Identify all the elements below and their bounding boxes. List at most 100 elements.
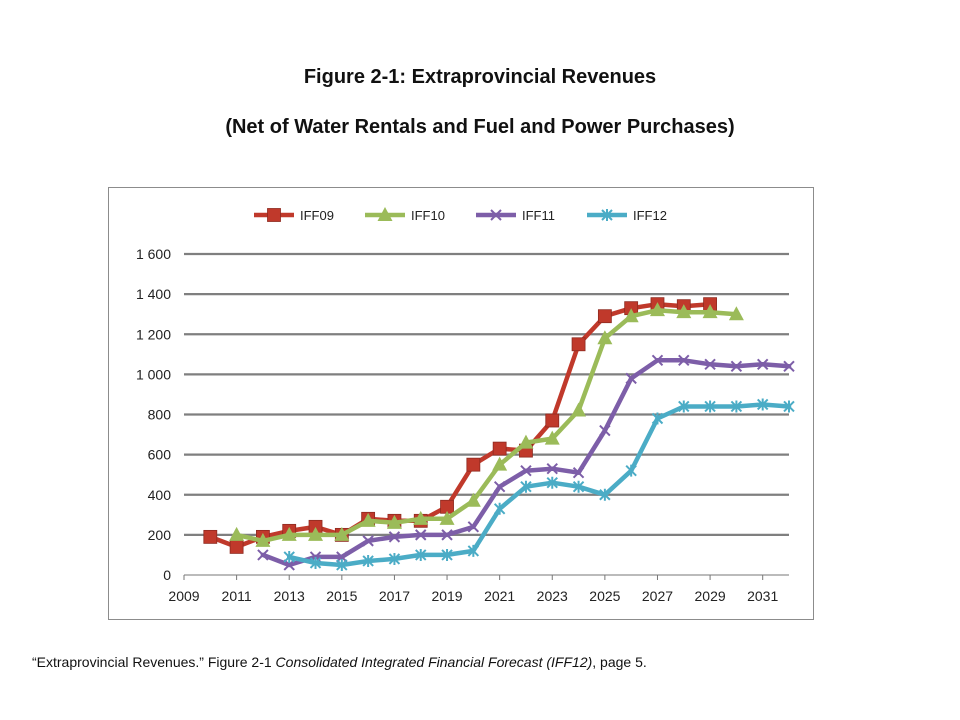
x-tick-label: 2027 (642, 588, 673, 604)
chart-area: 0 200 400 600 800 1 000 1 200 1 400 1 600 2009 201… (108, 187, 814, 620)
data-point-iff10 (492, 456, 508, 471)
data-point-iff10 (386, 514, 402, 529)
data-point-iff10 (544, 430, 560, 445)
x-tick-label: 2015 (326, 588, 357, 604)
x-tick-label: 2009 (168, 588, 199, 604)
data-point-iff09 (203, 529, 218, 544)
data-point-iff12 (599, 488, 611, 501)
figure-title: Figure 2-1: Extraprovincial Revenues (303, 66, 657, 88)
data-point-iff11 (704, 358, 716, 371)
data-point-iff10 (360, 512, 376, 527)
data-point-iff12 (362, 554, 374, 567)
data-point-iff11 (599, 424, 611, 437)
data-point-iff09 (466, 457, 481, 472)
data-point-iff10 (465, 492, 481, 507)
data-point-iff10 (229, 526, 245, 541)
data-point-iff12 (546, 476, 558, 489)
x-tick-label: 2013 (274, 588, 305, 604)
data-point-iff11 (467, 521, 480, 533)
data-point-iff11 (415, 529, 427, 541)
data-point-iff12 (283, 550, 295, 563)
x-tick-label: 2019 (431, 588, 462, 604)
y-tick-label: 1 000 (136, 366, 171, 382)
legend-marker-iff12 (601, 209, 613, 221)
data-point-iff12 (678, 400, 690, 413)
caption-text: “Extraprovincial Revenues.” Figure 2-1 (32, 654, 276, 670)
data-point-iff10 (623, 308, 639, 323)
data-point-iff09 (597, 309, 612, 324)
data-point-iff12 (704, 400, 716, 413)
data-point-iff12 (756, 398, 769, 411)
data-point-iff12 (441, 548, 453, 561)
data-point-iff11 (546, 462, 558, 475)
x-tick-label: 2025 (589, 588, 620, 604)
data-point-iff12 (467, 544, 480, 557)
data-point-iff11 (730, 360, 743, 373)
series-line-iff12 (286, 402, 792, 568)
data-point-iff12 (336, 558, 348, 571)
data-point-iff11 (362, 535, 374, 547)
data-point-iff12 (651, 412, 664, 425)
data-point-iff10 (597, 330, 613, 345)
data-point-iff10 (676, 304, 692, 319)
data-point-iff11 (678, 354, 690, 367)
legend-label-iff12: IFF12 (633, 208, 667, 223)
data-point-iff11 (257, 549, 269, 561)
data-point-iff10 (649, 302, 665, 317)
data-point-iff11 (572, 466, 585, 479)
data-point-iff12 (493, 502, 506, 515)
legend-label-iff09: IFF09 (300, 208, 334, 223)
data-point-iff11 (783, 360, 795, 373)
data-point-iff10 (571, 402, 587, 417)
data-point-iff10 (281, 526, 297, 541)
y-tick-label: 1 200 (136, 326, 171, 342)
y-tick-label: 600 (148, 447, 172, 463)
legend-marker-iff09 (267, 208, 281, 222)
x-tick-label: 2023 (537, 588, 568, 604)
y-tick-label: 400 (148, 487, 172, 503)
y-tick-label: 0 (163, 567, 171, 583)
data-point-iff11 (520, 464, 532, 477)
data-point-iff11 (388, 531, 401, 543)
data-point-iff10 (439, 510, 455, 525)
data-point-iff09 (571, 337, 586, 352)
data-point-iff12 (520, 480, 532, 493)
y-tick-label: 200 (148, 527, 172, 543)
data-point-iff09 (545, 413, 560, 428)
data-point-iff09 (229, 540, 244, 554)
data-point-iff12 (730, 400, 743, 413)
data-point-iff10 (702, 304, 718, 319)
x-tick-label: 2031 (747, 588, 778, 604)
data-point-iff10 (413, 510, 429, 525)
data-point-iff10 (728, 306, 744, 321)
data-point-iff11 (441, 529, 453, 541)
caption-page: , page 5. (592, 654, 647, 670)
data-point-iff12 (572, 480, 585, 493)
y-tick-label: 800 (148, 407, 172, 423)
data-point-iff11 (625, 372, 637, 385)
data-point-iff12 (625, 464, 637, 477)
data-point-iff12 (388, 552, 401, 565)
legend-marker-iff10 (377, 207, 393, 221)
line-chart: 0 200 400 600 800 1 000 1 200 1 400 1 600 2009 201… (136, 207, 795, 604)
legend-label-iff10: IFF10 (411, 208, 445, 223)
figure-subtitle: (Net of Water Rentals and Fuel and Power… (225, 116, 735, 138)
x-tick-label: 2029 (695, 588, 726, 604)
figure-caption: “Extraprovincial Revenues.” Figure 2-1 C… (32, 654, 647, 670)
x-tick-label: 2017 (379, 588, 410, 604)
x-tick-label: 2011 (222, 588, 252, 604)
data-point-iff10 (334, 526, 350, 541)
data-point-iff11 (493, 481, 506, 493)
y-tick-label: 1 400 (136, 286, 171, 302)
data-point-iff12 (309, 556, 322, 569)
data-point-iff10 (255, 532, 271, 547)
data-point-iff10 (518, 434, 534, 449)
legend-marker-iff11 (490, 209, 502, 221)
data-point-iff11 (651, 354, 664, 367)
y-tick-label: 1 600 (136, 246, 171, 262)
data-point-iff12 (415, 548, 427, 561)
legend-label-iff11: IFF11 (522, 208, 555, 223)
data-point-iff11 (756, 358, 769, 371)
data-point-iff10 (308, 526, 324, 541)
x-tick-label: 2021 (484, 588, 515, 604)
